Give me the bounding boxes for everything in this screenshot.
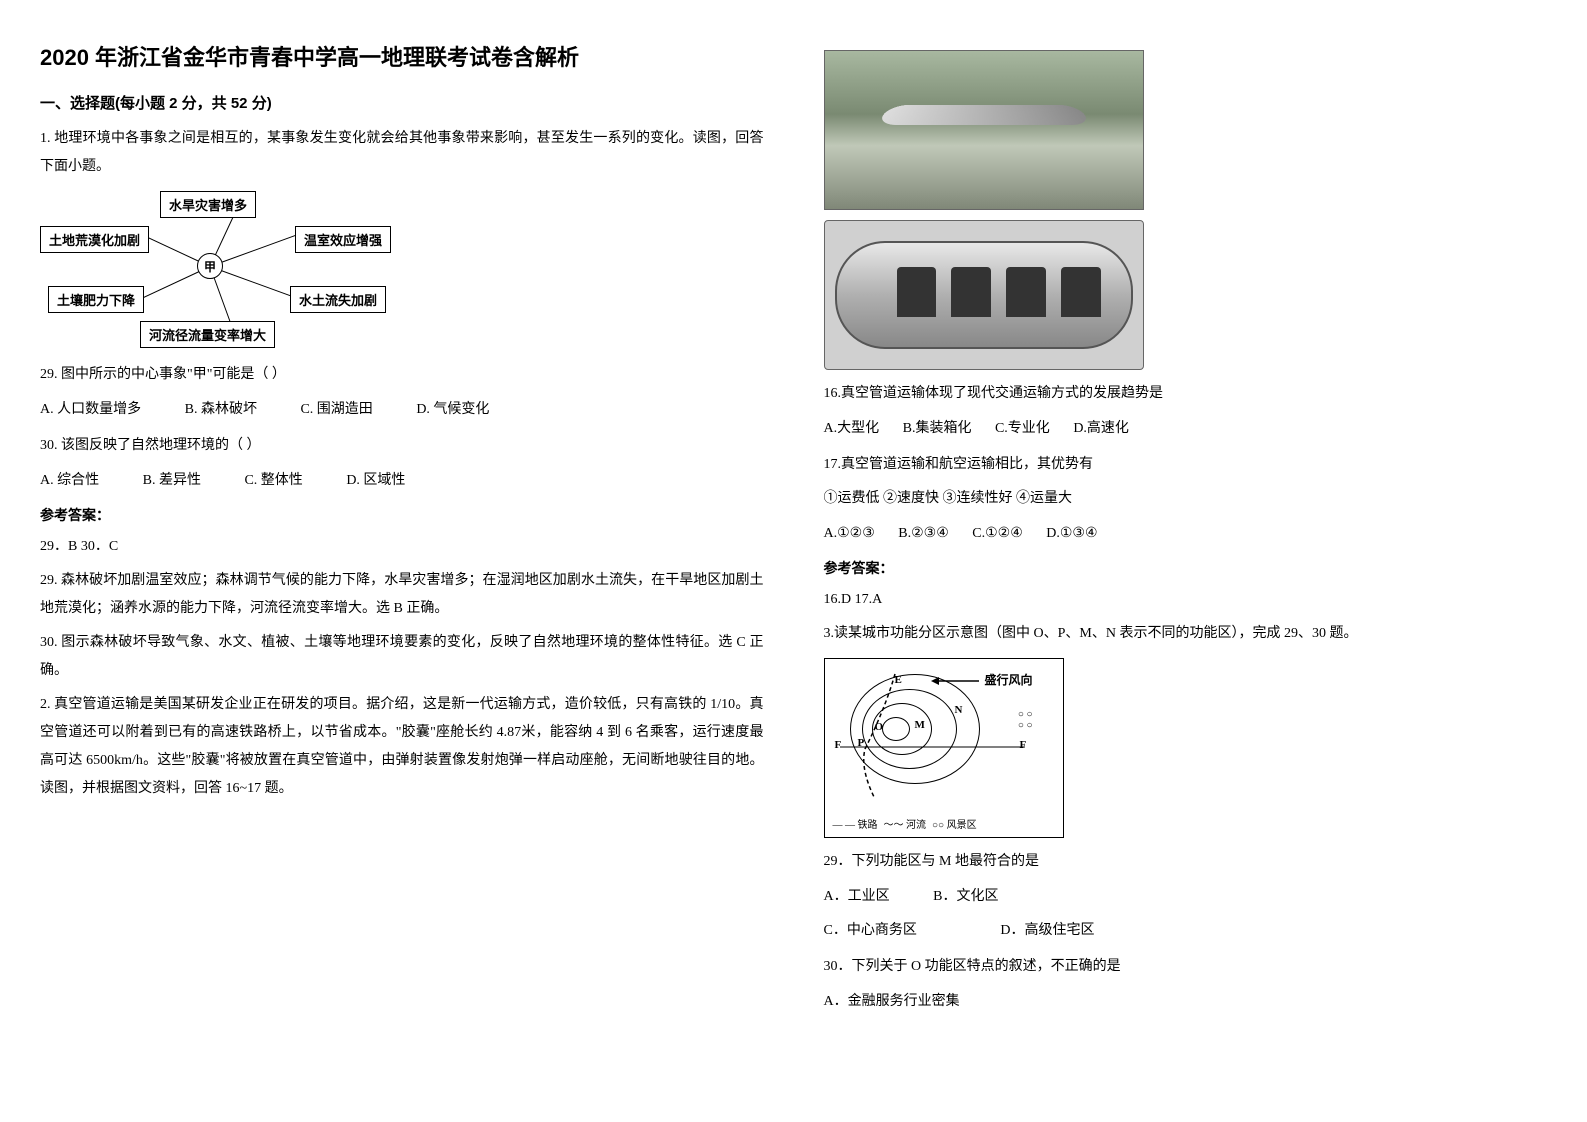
node-right-top: 温室效应增强 — [295, 226, 391, 253]
q2-sub17-conditions: ①运费低 ②速度快 ③连续性好 ④运量大 — [824, 485, 1548, 513]
option-b: B. 差异性 — [143, 466, 201, 497]
q2-sub17-options: A.①②③ B.②③④ C.①②④ D.①③④ — [824, 519, 1548, 550]
q1-answers: 29．B 30．C — [40, 533, 764, 561]
q1-sub29-options: A. 人口数量增多 B. 森林破坏 C. 围湖造田 D. 气候变化 — [40, 395, 764, 426]
q1-intro: 1. 地理环境中各事象之间是相互的，某事象发生变化就会给其他事象带来影响，甚至发… — [40, 125, 764, 181]
option-a: A. 综合性 — [40, 466, 99, 497]
q1-sub29: 29. 图中所示的中心事象"甲"可能是（ ） — [40, 361, 764, 389]
q3-sub30-options: A．金融服务行业密集 — [824, 987, 1548, 1018]
q3-sub30: 30．下列关于 O 功能区特点的叙述，不正确的是 — [824, 953, 1548, 981]
option-a: A．金融服务行业密集 — [824, 987, 960, 1018]
section-header: 一、选择题(每小题 2 分，共 52 分) — [40, 92, 764, 113]
node-bottom: 河流径流量变率增大 — [140, 321, 275, 348]
option-b: B.②③④ — [898, 519, 949, 550]
page-title: 2020 年浙江省金华市青春中学高一地理联考试卷含解析 — [40, 40, 764, 72]
option-d: D.高速化 — [1073, 414, 1129, 445]
option-c: C.①②④ — [972, 519, 1023, 550]
q3-intro: 3.读某城市功能分区示意图（图中 O、P、M、N 表示不同的功能区），完成 29… — [824, 620, 1548, 648]
city-map-diagram: 盛行风向 E O P M N F F ○ ○○ ○ — — 铁路 — [824, 658, 1064, 838]
q2-sub16: 16.真空管道运输体现了现代交通运输方式的发展趋势是 — [824, 380, 1548, 408]
option-d: D. 气候变化 — [416, 395, 489, 426]
q1-sub30-options: A. 综合性 B. 差异性 C. 整体性 D. 区域性 — [40, 466, 764, 497]
option-a: A.大型化 — [824, 414, 880, 445]
option-a: A. 人口数量增多 — [40, 395, 141, 426]
option-b: B.集装箱化 — [903, 414, 972, 445]
q1-explain30: 30. 图示森林破坏导致气象、水文、植被、土壤等地理环境要素的变化，反映了自然地… — [40, 629, 764, 685]
option-c: C. 围湖造田 — [300, 395, 372, 426]
map-legend: — — 铁路 ～～ 河流 ○○ 风景区 — [833, 816, 977, 831]
node-left-bottom: 土壤肥力下降 — [48, 286, 144, 313]
q3-sub29-options-line1: A．工业区 B．文化区 — [824, 882, 1548, 913]
option-a: A.①②③ — [824, 519, 875, 550]
left-column: 2020 年浙江省金华市青春中学高一地理联考试卷含解析 一、选择题(每小题 2 … — [40, 40, 764, 1022]
option-c: C．中心商务区 — [824, 916, 917, 947]
node-right-bottom: 水土流失加剧 — [290, 286, 386, 313]
vacuum-tube-image — [824, 50, 1144, 210]
right-column: 16.真空管道运输体现了现代交通运输方式的发展趋势是 A.大型化 B.集装箱化 … — [824, 40, 1548, 1022]
node-center: 甲 — [197, 253, 223, 279]
concept-map-diagram: 水旱灾害增多 土地荒漠化加剧 温室效应增强 甲 土壤肥力下降 水土流失加剧 河流… — [40, 191, 400, 351]
node-top: 水旱灾害增多 — [160, 191, 256, 218]
q3-sub29: 29．下列功能区与 M 地最符合的是 — [824, 848, 1548, 876]
q1-sub30: 30. 该图反映了自然地理环境的（ ） — [40, 432, 764, 460]
option-b: B．文化区 — [933, 882, 998, 913]
q2-intro: 2. 真空管道运输是美国某研发企业正在研发的项目。据介绍，这是新一代运输方式，造… — [40, 691, 764, 803]
answer-label: 参考答案： — [824, 558, 1548, 578]
q3-sub29-options-line2: C．中心商务区 D．高级住宅区 — [824, 916, 1548, 947]
option-a: A．工业区 — [824, 882, 890, 913]
capsule-image — [824, 220, 1144, 370]
option-c: C. 整体性 — [244, 466, 302, 497]
option-b: B. 森林破坏 — [185, 395, 257, 426]
q1-explain29: 29. 森林破坏加剧温室效应；森林调节气候的能力下降，水旱灾害增多；在湿润地区加… — [40, 567, 764, 623]
exam-page: 2020 年浙江省金华市青春中学高一地理联考试卷含解析 一、选择题(每小题 2 … — [40, 40, 1547, 1022]
option-c: C.专业化 — [995, 414, 1050, 445]
node-left-top: 土地荒漠化加剧 — [40, 226, 149, 253]
q2-sub16-options: A.大型化 B.集装箱化 C.专业化 D.高速化 — [824, 414, 1548, 445]
option-d: D.①③④ — [1046, 519, 1097, 550]
answer-label: 参考答案： — [40, 505, 764, 525]
option-d: D. 区域性 — [346, 466, 405, 497]
option-d: D．高级住宅区 — [1000, 916, 1094, 947]
q2-sub17: 17.真空管道运输和航空运输相比，其优势有 — [824, 451, 1548, 479]
q2-answers: 16.D 17.A — [824, 586, 1548, 614]
